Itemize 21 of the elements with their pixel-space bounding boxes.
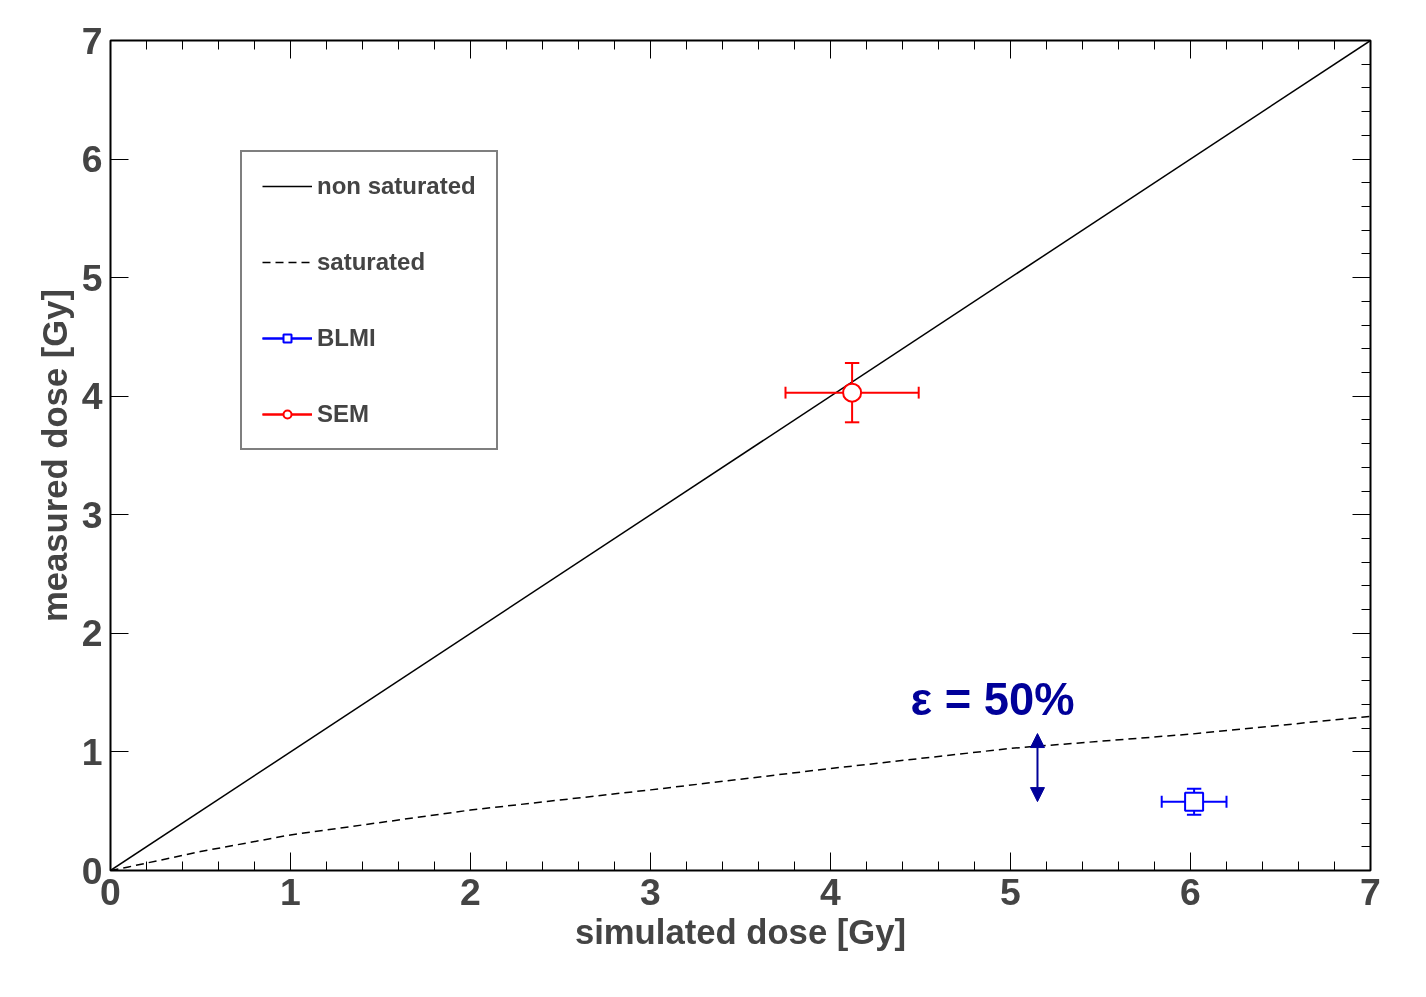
x-tick-label: 1 <box>280 870 301 913</box>
x-axis-title: simulated dose [Gy] <box>574 912 907 951</box>
x-tick-label: 7 <box>1360 870 1381 913</box>
y-tick-label: 4 <box>81 375 103 418</box>
y-axis-title: measured dose [Gy] <box>35 288 74 623</box>
x-tick-label: 3 <box>640 870 661 913</box>
legend-label: SEM <box>317 400 370 428</box>
y-tick-label: 3 <box>81 493 103 536</box>
x-tick-label: 5 <box>1000 870 1021 913</box>
y-tick-label: 5 <box>81 256 103 299</box>
y-tick-label: 1 <box>81 730 103 773</box>
y-tick-label: 2 <box>81 612 103 655</box>
y-tick-label: 7 <box>81 19 103 62</box>
x-tick-label: 2 <box>460 870 481 913</box>
legend-label: non saturated <box>317 172 476 200</box>
annotation: ε = 50% <box>910 674 1075 726</box>
y-tick-label: 6 <box>81 138 103 181</box>
x-tick-label: 4 <box>820 870 842 913</box>
legend-label: BLMI <box>317 324 376 352</box>
legend-label: saturated <box>317 248 426 276</box>
x-tick-label: 6 <box>1180 870 1201 913</box>
